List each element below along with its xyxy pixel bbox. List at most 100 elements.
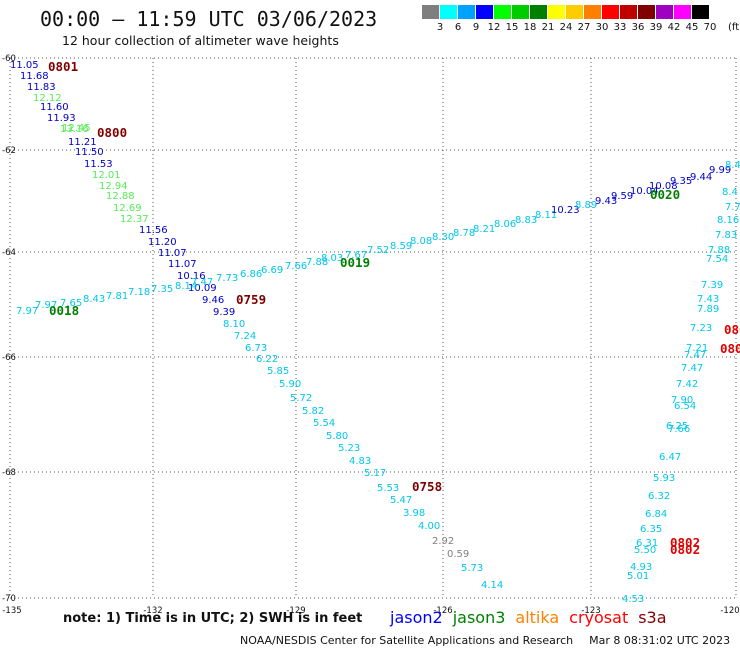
wave-height-value: 9.35 bbox=[670, 176, 692, 187]
legend-label: 9 bbox=[472, 22, 480, 33]
legend-label: 18 bbox=[523, 22, 537, 33]
wave-height-value: 6.47 bbox=[659, 452, 681, 463]
legend-swatch bbox=[566, 5, 583, 19]
wave-height-value: 5.90 bbox=[279, 379, 301, 390]
map-subtitle: 12 hour collection of altimeter wave hei… bbox=[62, 33, 339, 48]
wave-height-value: 8.78 bbox=[453, 228, 475, 239]
wave-height-value: 6.84 bbox=[645, 509, 667, 520]
legend-unit: (ft) bbox=[728, 22, 740, 33]
wave-height-value: 7.97 bbox=[16, 306, 38, 317]
footer: NOAA/NESDIS Center for Satellite Applica… bbox=[240, 634, 730, 647]
wave-height-value: 7.83 bbox=[715, 230, 737, 241]
lon-label: -129 bbox=[286, 606, 305, 616]
wave-height-value: 11.60 bbox=[40, 102, 69, 113]
legend-swatch bbox=[620, 5, 637, 19]
lat-lon-grid bbox=[9, 57, 737, 599]
wave-height-value: 5.85 bbox=[267, 366, 289, 377]
wave-height-value: 7.73 bbox=[216, 273, 238, 284]
wave-height-value: 8.08 bbox=[410, 236, 432, 247]
satellite-legend: jason2 jason3 altika cryosat s3a bbox=[390, 608, 677, 627]
legend-label: 70 bbox=[703, 22, 717, 33]
wave-height-value: 7.35 bbox=[151, 284, 173, 295]
wave-height-value: 5.01 bbox=[627, 571, 649, 582]
wave-height-value: 6.32 bbox=[648, 491, 670, 502]
legend-label: 27 bbox=[577, 22, 591, 33]
wave-height-value: 6.25 bbox=[666, 421, 688, 432]
wave-height-value: 6.73 bbox=[245, 343, 267, 354]
wave-height-value: 6.35 bbox=[640, 524, 662, 535]
wave-height-value: 7.52 bbox=[367, 245, 389, 256]
map-title: 00:00 – 11:59 UTC 03/06/2023 bbox=[40, 7, 378, 31]
legend-label: 30 bbox=[595, 22, 609, 33]
wave-height-value: 6.54 bbox=[674, 401, 696, 412]
wave-height-value: 11.21 bbox=[68, 137, 97, 148]
legend-label: 21 bbox=[541, 22, 555, 33]
wave-height-value: 7.42 bbox=[676, 379, 698, 390]
legend-label: 24 bbox=[559, 22, 573, 33]
legend-swatch bbox=[512, 5, 529, 19]
wave-height-value: 11.05 bbox=[10, 60, 39, 71]
lat-label: -66 bbox=[2, 353, 16, 363]
wave-height-value: 6.22 bbox=[256, 354, 278, 365]
wave-height-value: 10.23 bbox=[551, 205, 580, 216]
wave-height-value: 7.67 bbox=[345, 250, 367, 261]
wave-height-value: 7.89 bbox=[697, 304, 719, 315]
wave-height-value: 7.74 bbox=[725, 202, 740, 213]
legend-swatch bbox=[692, 5, 709, 19]
pass-time-label: 080 bbox=[720, 341, 740, 356]
wave-height-value: 12.45 bbox=[62, 123, 91, 134]
wave-height-value: 5.53 bbox=[377, 483, 399, 494]
legend-label: 33 bbox=[613, 22, 627, 33]
legend-label: 39 bbox=[649, 22, 663, 33]
lat-label: -62 bbox=[2, 146, 16, 156]
lon-label: -135 bbox=[2, 606, 21, 616]
wave-height-value: 5.73 bbox=[461, 563, 483, 574]
pass-time-label: 080 bbox=[724, 322, 740, 337]
wave-height-value: 9.39 bbox=[213, 307, 235, 318]
legend-swatch bbox=[422, 5, 439, 19]
lat-label: -60 bbox=[2, 54, 16, 64]
wave-height-value: 0.59 bbox=[447, 549, 469, 560]
units-note: note: 1) Time is in UTC; 2) SWH is in fe… bbox=[63, 611, 363, 626]
wave-height-value: 7.47 bbox=[681, 363, 703, 374]
wave-height-value: 11.68 bbox=[20, 71, 49, 82]
wave-height-value: 8.30 bbox=[432, 232, 454, 243]
wave-height-value: 2.92 bbox=[432, 536, 454, 547]
satellite-name: cryosat bbox=[569, 608, 629, 627]
lon-label: -132 bbox=[143, 606, 162, 616]
legend-label: 42 bbox=[667, 22, 681, 33]
pass-time-label: 0801 bbox=[48, 59, 78, 74]
wave-height-value: 9.59 bbox=[611, 191, 633, 202]
wave-height-value: 11.07 bbox=[158, 248, 187, 259]
satellite-name: jason2 bbox=[390, 608, 443, 627]
wave-height-value: 13.16 bbox=[60, 124, 89, 135]
pass-time-label: 0759 bbox=[236, 292, 266, 307]
wave-height-value: 7.97 bbox=[35, 300, 57, 311]
wave-height-value: 12.01 bbox=[92, 170, 121, 181]
wave-height-value: 8.11 bbox=[535, 210, 557, 221]
timestamp-text: Mar 8 08:31:02 UTC 2023 bbox=[589, 634, 731, 647]
wave-height-value: 8.21 bbox=[473, 224, 495, 235]
credit-text: NOAA/NESDIS Center for Satellite Applica… bbox=[240, 634, 574, 647]
wave-height-value: 12.12 bbox=[33, 93, 62, 104]
lon-label: -120 bbox=[720, 606, 739, 616]
wave-height-value: 5.82 bbox=[302, 406, 324, 417]
wave-height-value: 9.46 bbox=[202, 295, 224, 306]
wave-height-value: 3.98 bbox=[403, 508, 425, 519]
legend-swatch bbox=[530, 5, 547, 19]
wave-height-value: 12.37 bbox=[120, 214, 149, 225]
wave-height-value: 7.65 bbox=[60, 298, 82, 309]
legend-swatch bbox=[476, 5, 493, 19]
wave-height-value: 8.4 bbox=[725, 160, 740, 171]
legend-swatch bbox=[656, 5, 673, 19]
legend-label: 6 bbox=[454, 22, 462, 33]
lat-label: -70 bbox=[2, 594, 16, 604]
wave-height-value: 11.93 bbox=[47, 113, 76, 124]
wave-height-value: 7.23 bbox=[690, 323, 712, 334]
pass-time-label: 0758 bbox=[412, 479, 442, 494]
wave-height-value: 4.93 bbox=[630, 562, 652, 573]
wave-height-value: 9.43 bbox=[595, 196, 617, 207]
wave-height-value: 8.89 bbox=[575, 200, 597, 211]
wave-height-value: 7.18 bbox=[128, 287, 150, 298]
